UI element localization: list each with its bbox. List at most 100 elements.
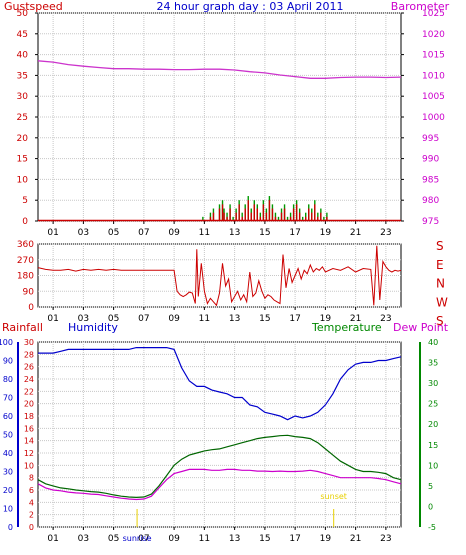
compass-label: S — [436, 314, 444, 328]
p1-xtick-label: 11 — [199, 228, 210, 238]
p3-xtick-label: 19 — [320, 534, 332, 544]
rainfall-ytick-label: 24 — [24, 375, 34, 384]
compass-label: N — [436, 277, 445, 291]
barometer-line — [37, 60, 402, 79]
temperature-ytick-label: -5 — [428, 523, 436, 532]
rainfall-ytick-label: 14 — [24, 437, 34, 446]
gust-barometer-panel: Gustspeed 24 hour graph day : 03 April 2… — [4, 0, 450, 238]
p3-xtick-label: 21 — [350, 534, 361, 544]
p2-xtick-label: 15 — [259, 314, 270, 324]
gust-ytick-label: 50 — [17, 9, 29, 19]
baro-ytick-label: 1005 — [422, 92, 445, 102]
temperature-ytick-label: 10 — [428, 461, 438, 470]
temp-humidity-panel: Rainfall Humidity Temperature Dew Point … — [0, 321, 449, 544]
winddir-ytick-label: 180 — [17, 272, 34, 282]
humidity-axis-label: Humidity — [68, 321, 118, 334]
baro-ytick-label: 1010 — [422, 71, 445, 81]
humidity-ytick-label: 90 — [3, 357, 13, 366]
temperature-ytick-label: 30 — [428, 379, 438, 388]
p1-xtick-label: 01 — [47, 228, 58, 238]
rainfall-axis-label: Rainfall — [2, 321, 43, 334]
p3-plot-bg — [37, 341, 402, 528]
humidity-ytick-label: 10 — [3, 505, 13, 514]
humidity-ytick-label: 50 — [3, 431, 13, 440]
p1-xtick-label: 15 — [259, 228, 270, 238]
baro-ytick-label: 1015 — [422, 51, 445, 61]
gust-ytick-label: 20 — [17, 134, 29, 144]
dewpoint-axis-label: Dew Point — [393, 321, 449, 334]
temperature-axis-label: Temperature — [311, 321, 382, 334]
sunrise-label: sunrise — [123, 534, 152, 543]
humidity-ytick-label: 40 — [3, 449, 13, 458]
rainfall-ytick-label: 18 — [24, 412, 34, 421]
temperature-ytick-label: 35 — [428, 359, 438, 368]
p3-xtick-label: 09 — [168, 534, 180, 544]
humidity-ytick-label: 20 — [3, 486, 13, 495]
humidity-ytick-label: 70 — [3, 394, 13, 403]
rainfall-ytick-label: 2 — [29, 511, 34, 520]
winddir-ytick-label: 270 — [17, 256, 34, 266]
winddir-ytick-label: 360 — [17, 240, 34, 250]
wind-direction-line — [37, 245, 402, 307]
baro-ytick-label: 1020 — [422, 30, 445, 40]
p2-xtick-label: 09 — [168, 314, 180, 324]
humidity-ytick-label: 30 — [3, 468, 13, 477]
p1-xtick-label: 05 — [108, 228, 119, 238]
winddir-ytick-label: 0 — [28, 303, 34, 313]
baro-ytick-label: 1000 — [422, 113, 445, 123]
p3-xtick-label: 11 — [199, 534, 210, 544]
temperature-ytick-label: 5 — [428, 482, 433, 491]
p2-xtick-label: 05 — [108, 314, 119, 324]
rainfall-ytick-label: 28 — [24, 350, 34, 359]
gust-ytick-label: 10 — [17, 175, 29, 185]
p3-xtick-label: 01 — [47, 534, 58, 544]
humidity-ytick-label: 100 — [0, 338, 13, 347]
winddir-ytick-label: 90 — [23, 287, 35, 297]
temperature-ytick-label: 20 — [428, 420, 438, 429]
rainfall-ytick-label: 6 — [29, 486, 34, 495]
p1-xtick-label: 03 — [78, 228, 89, 238]
baro-ytick-label: 975 — [422, 217, 439, 227]
compass-label: W — [436, 295, 448, 309]
p2-xtick-label: 11 — [199, 314, 210, 324]
p2-xtick-label: 23 — [380, 314, 391, 324]
rainfall-ytick-label: 30 — [24, 338, 34, 347]
rainfall-ytick-label: 0 — [29, 523, 34, 532]
rainfall-ytick-label: 16 — [24, 424, 34, 433]
sunset-label: sunset — [320, 492, 347, 501]
baro-ytick-label: 980 — [422, 196, 439, 206]
rainfall-ytick-label: 8 — [29, 474, 34, 483]
baro-ytick-label: 1025 — [422, 9, 445, 19]
gust-ytick-label: 0 — [22, 217, 28, 227]
temperature-ytick-label: 0 — [428, 502, 433, 511]
chart-title: 24 hour graph day : 03 April 2011 — [157, 0, 344, 13]
dew-point-line — [37, 468, 402, 501]
rainfall-ytick-label: 20 — [24, 400, 34, 409]
humidity-line — [38, 347, 402, 421]
p3-xtick-label: 15 — [259, 534, 270, 544]
p3-xtick-label: 07 — [138, 534, 149, 544]
p2-xtick-label: 17 — [289, 314, 300, 324]
p2-xtick-label: 03 — [78, 314, 89, 324]
temperature-ytick-label: 40 — [428, 338, 438, 347]
p3-xtick-label: 23 — [380, 534, 391, 544]
gust-ytick-label: 35 — [17, 71, 28, 81]
compass-label: E — [436, 258, 444, 272]
gust-ytick-label: 40 — [17, 51, 29, 61]
gust-axis-label: Gustspeed — [4, 0, 63, 13]
gust-ytick-label: 30 — [17, 92, 29, 102]
p3-xtick-label: 17 — [289, 534, 300, 544]
p3-xtick-label: 03 — [78, 534, 89, 544]
temperature-ytick-label: 15 — [428, 441, 438, 450]
p2-xtick-label: 19 — [320, 314, 332, 324]
gust-ytick-label: 45 — [17, 30, 28, 40]
rainfall-ytick-label: 10 — [24, 461, 34, 470]
gust-ytick-label: 25 — [17, 113, 28, 123]
p2-xtick-label: 07 — [138, 314, 149, 324]
p3-xtick-label: 13 — [229, 534, 240, 544]
p1-xtick-label: 09 — [168, 228, 180, 238]
gust-ytick-label: 5 — [22, 196, 28, 206]
p1-xtick-label: 19 — [320, 228, 332, 238]
rainfall-ytick-label: 4 — [29, 498, 34, 507]
